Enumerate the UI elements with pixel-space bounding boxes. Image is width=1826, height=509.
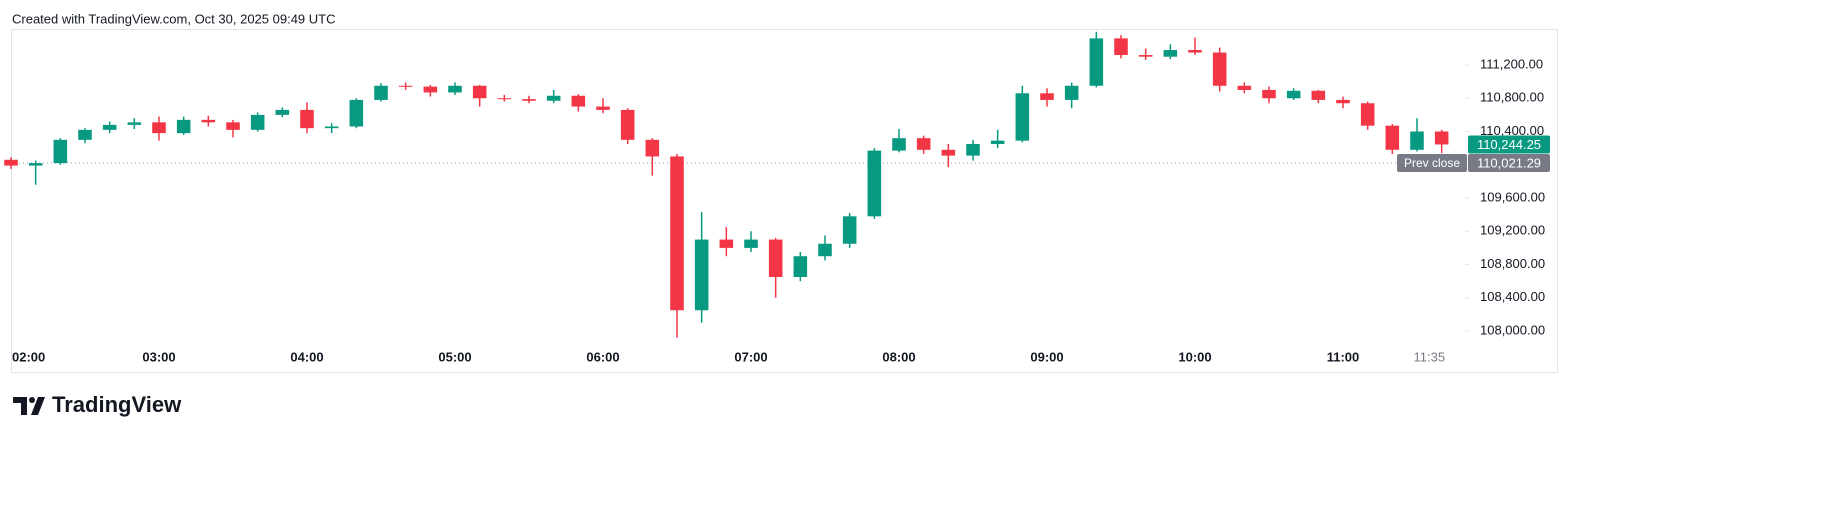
candle-body [670,156,684,311]
last-price-label: 110,244.25 [1477,137,1541,152]
candle-body [596,106,610,110]
y-tick-label: 110,800.00 [1480,90,1544,105]
y-tick-label: 111,200.00 [1480,56,1543,71]
candle-body [546,95,561,101]
x-tick-label: 09:00 [1030,349,1063,364]
candle-body [472,85,487,99]
candle-body [818,243,832,257]
y-tick-label: 109,200.00 [1480,223,1545,238]
candle-body [300,109,314,129]
y-tick-label: 108,000.00 [1480,322,1545,337]
x-tick-label: 10:00 [1178,349,1211,364]
candle-body [497,98,512,100]
logo-text: TradingView [52,392,182,417]
candle-body [398,85,413,87]
prev-close-name: Prev close [1404,156,1460,170]
y-tick-label: 108,400.00 [1480,289,1545,304]
candle-body [1138,55,1153,57]
candle-body [867,150,882,217]
y-tick-label: 109,600.00 [1480,189,1545,204]
candle-body [842,216,857,244]
y-tick-label: 110,400.00 [1480,123,1544,138]
candle-body [275,109,290,115]
candle-body [620,109,635,140]
candle-body [1237,85,1252,90]
candle-body [1212,52,1227,86]
candle-body [1360,103,1375,126]
prev-close-name-tag [1397,153,1467,172]
candle-body [1311,90,1326,100]
x-tick-label: 02:00 [12,349,45,364]
last-price-tag [1468,135,1550,154]
candle-body [744,239,758,248]
candle-body [522,99,536,101]
candle-body [1015,93,1030,141]
candle-body [201,119,216,123]
candle-body [28,163,43,166]
candle-body [152,122,166,134]
candle-body [916,138,931,150]
candle-body [78,129,92,140]
candle-body [1434,131,1449,145]
candle-body [1064,85,1079,100]
candle-body [4,159,18,166]
candle-body [423,86,438,93]
x-tick-label: 07:00 [734,349,767,364]
y-tick-label: 108,800.00 [1480,256,1545,271]
candle-body [53,139,68,164]
candle-body [966,143,980,156]
candle-body [941,149,956,156]
x-tick-label: 03:00 [142,349,175,364]
candle-body [1114,38,1128,56]
candle-body [324,126,339,129]
chart-frame [11,29,1558,373]
candle-body [1089,38,1104,86]
x-tick-label: 11:35 [1414,349,1446,364]
candle-body [1286,90,1301,99]
candle-body [719,239,734,248]
candle-body [349,99,364,127]
x-tick-label: 04:00 [290,349,323,364]
candle-body [990,140,1005,144]
candle-body [1410,131,1424,150]
candle-body [645,139,660,157]
x-tick-label: 06:00 [586,349,619,364]
candle-body [250,114,265,130]
candle-body [226,122,240,130]
prev-close-label: 110,021.29 [1477,155,1541,170]
candle-body [448,85,462,93]
candle-body [1040,93,1054,100]
prev-close-tag [1468,153,1550,172]
logo-icon [13,397,45,415]
candle-body [694,239,709,311]
candle-body [1262,89,1276,99]
candle-body [892,138,906,151]
candle-body [1163,50,1178,57]
candle-body [176,119,191,134]
candle-body [571,95,586,107]
x-tick-label: 11:00 [1327,349,1360,364]
candle-body [1188,50,1202,53]
candle-body [1385,125,1400,150]
candle-body [127,122,142,125]
candle-body [1336,99,1350,104]
x-tick-label: 05:00 [438,349,471,364]
x-tick-label: 08:00 [882,349,915,364]
candle-body [374,85,388,100]
candle-body [768,239,783,277]
header-title: Created with TradingView.com, Oct 30, 20… [12,11,335,26]
candle-body [102,124,117,130]
candle-body [793,256,808,277]
